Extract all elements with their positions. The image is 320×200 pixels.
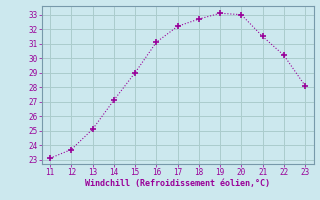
X-axis label: Windchill (Refroidissement éolien,°C): Windchill (Refroidissement éolien,°C) [85, 179, 270, 188]
